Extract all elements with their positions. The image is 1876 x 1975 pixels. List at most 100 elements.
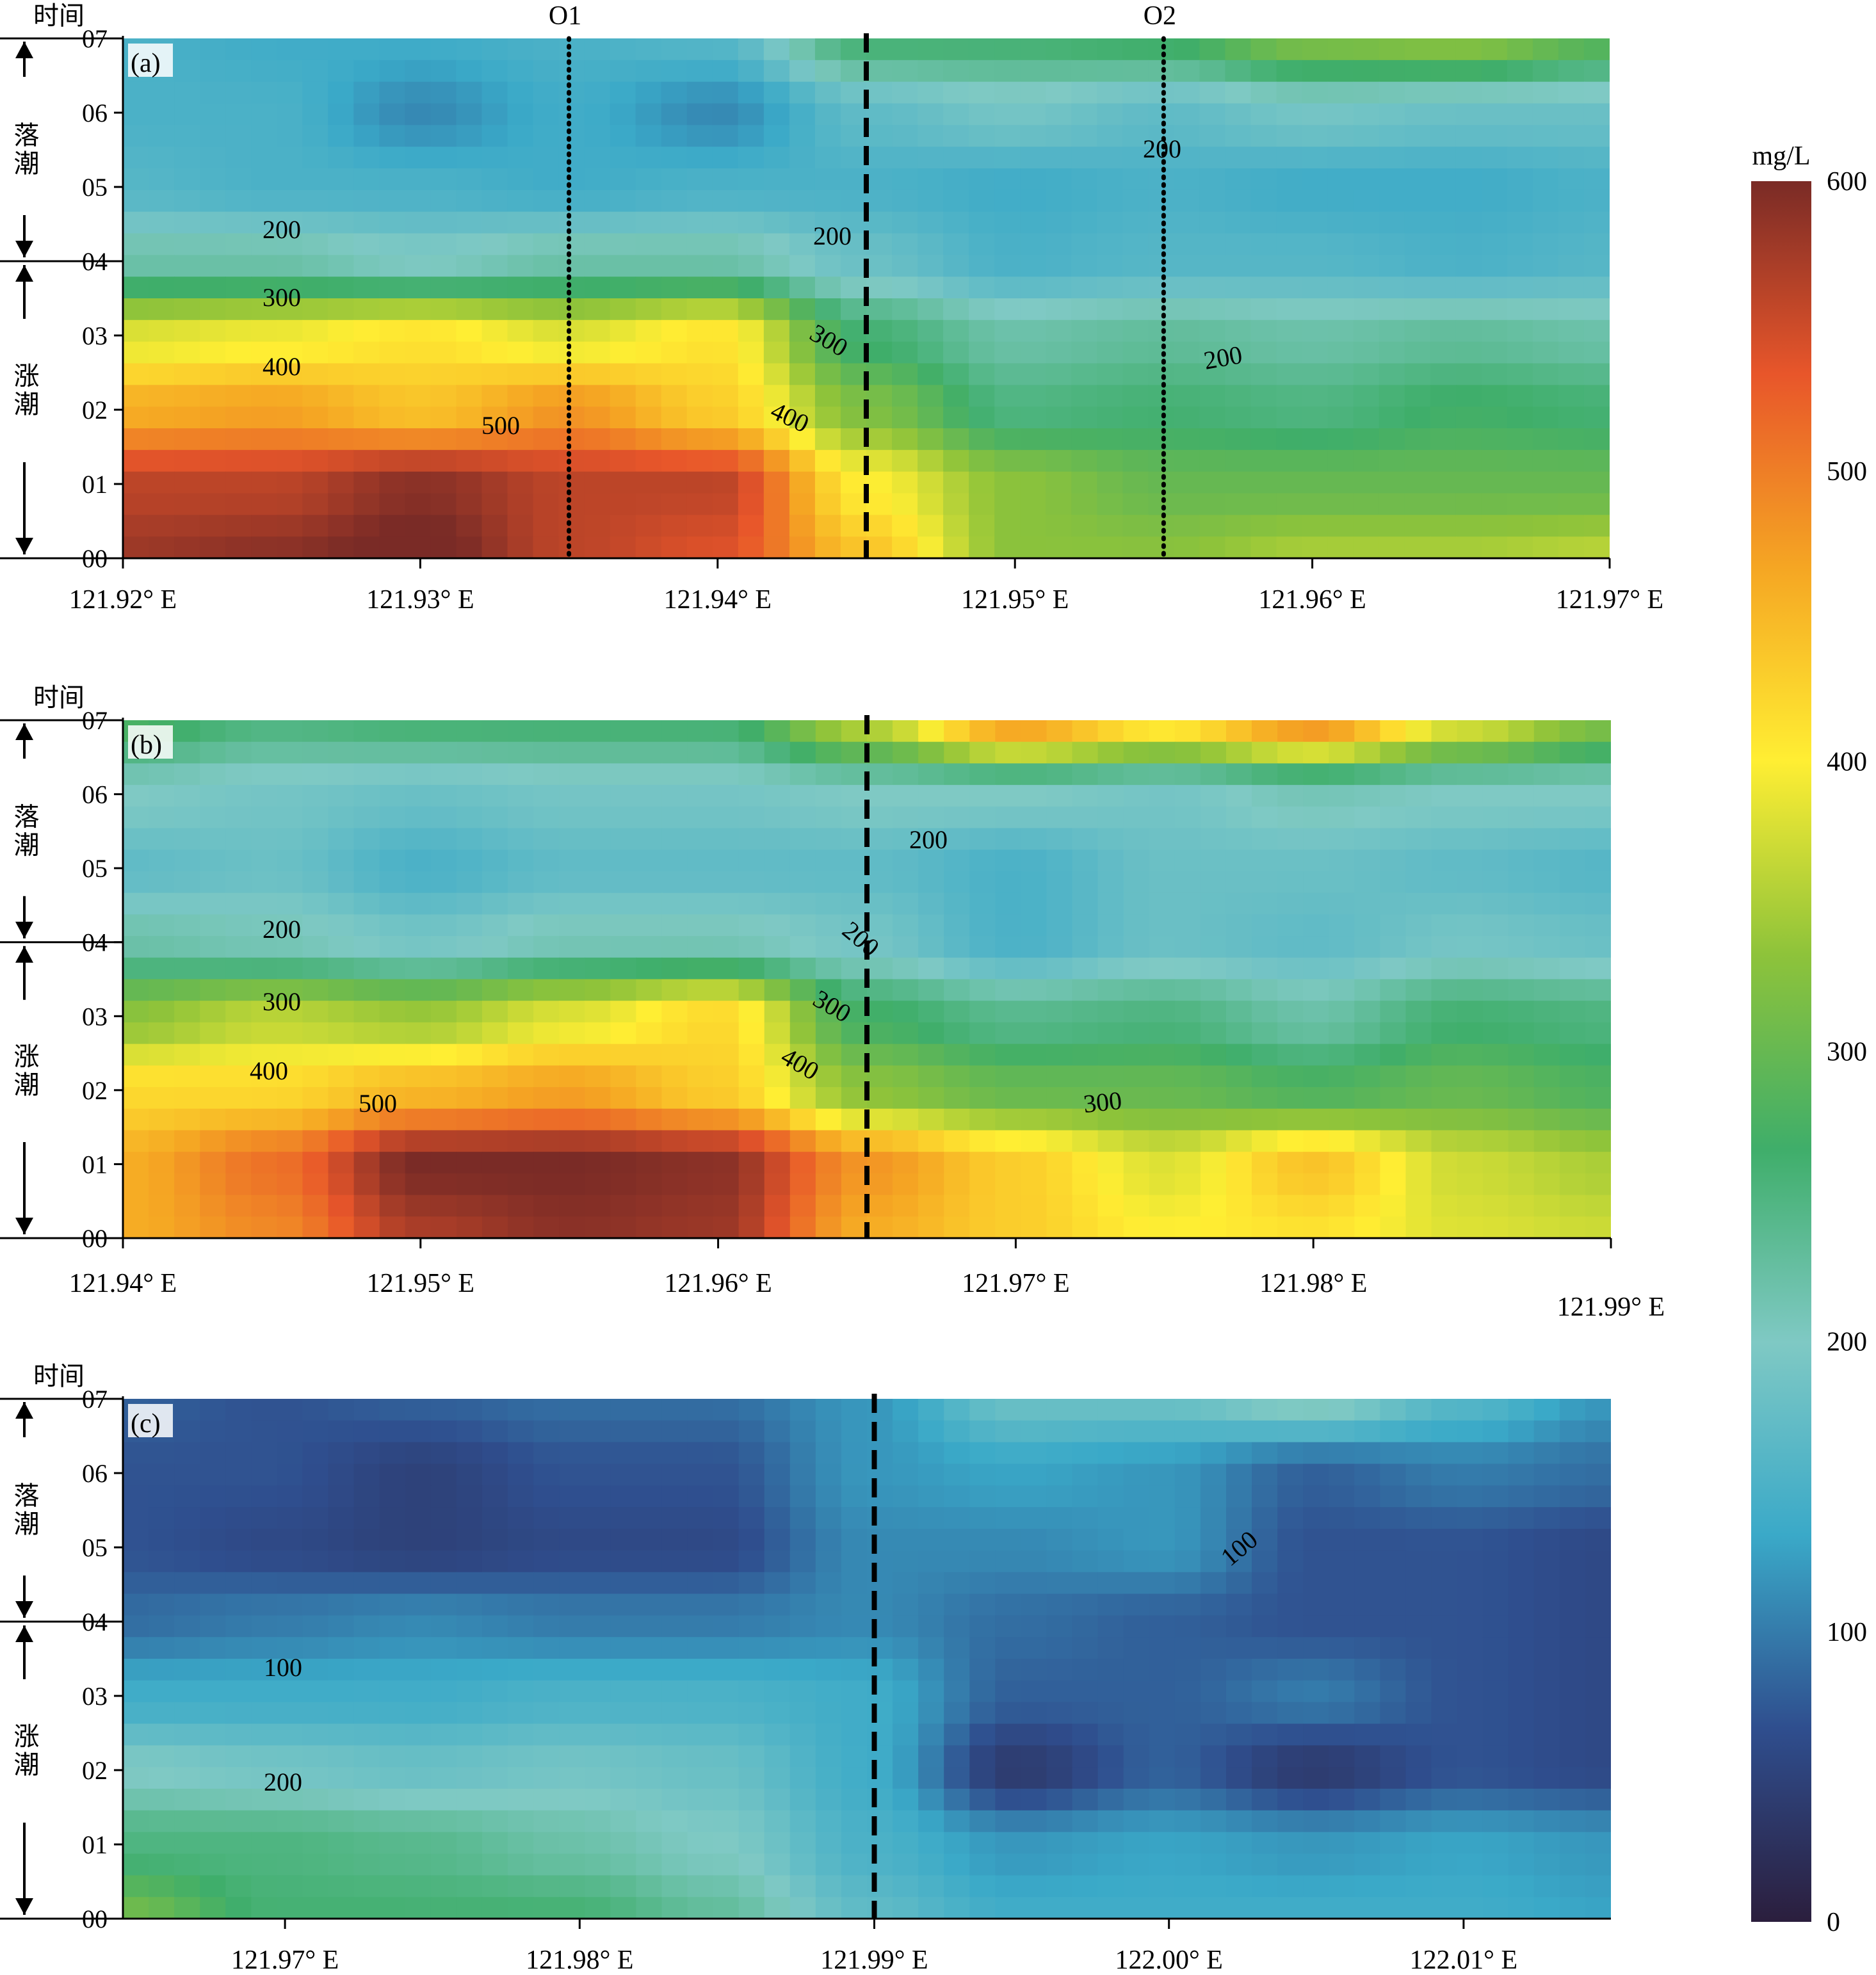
heatmap-cell <box>866 277 893 299</box>
heatmap-cell <box>841 1442 868 1465</box>
heatmap-cell <box>1329 1065 1355 1088</box>
heatmap-cell <box>1072 1637 1099 1659</box>
heatmap-cell <box>379 1550 406 1573</box>
heatmap-cell <box>918 1897 945 1919</box>
heatmap-cell <box>661 536 688 558</box>
heatmap-cell <box>1329 871 1355 894</box>
heatmap-cell <box>1252 1745 1278 1768</box>
heatmap-cell <box>1046 1723 1073 1746</box>
heatmap-cell <box>277 363 303 386</box>
heatmap-cell <box>1585 785 1611 807</box>
heatmap-cell <box>1430 428 1457 451</box>
heatmap-cell <box>1559 892 1586 915</box>
heatmap-cell <box>1225 471 1252 494</box>
heatmap-cell <box>302 936 329 958</box>
heatmap-cell <box>712 341 739 364</box>
heatmap-cell <box>1302 428 1329 451</box>
heatmap-cell <box>1405 1130 1432 1152</box>
heatmap-cell <box>533 103 560 126</box>
heatmap-cell <box>994 319 1021 343</box>
heatmap-cell <box>867 850 893 872</box>
heatmap-cell <box>481 763 508 786</box>
heatmap-cell <box>379 1875 406 1898</box>
heatmap-cell <box>508 1593 534 1616</box>
heatmap-cell <box>918 1001 945 1023</box>
heatmap-cell <box>456 979 483 1002</box>
heatmap-cell <box>635 493 662 516</box>
heatmap-cell <box>1380 1897 1407 1919</box>
heatmap-cell <box>1200 1442 1227 1465</box>
heatmap-cell <box>893 979 919 1002</box>
heatmap-cell <box>1533 914 1560 937</box>
heatmap-cell <box>174 741 201 764</box>
heatmap-cell <box>225 385 252 407</box>
heatmap-cell <box>1123 1810 1150 1833</box>
heatmap-cell <box>251 1702 278 1725</box>
heatmap-cell <box>1558 189 1585 213</box>
heatmap-cell <box>1046 1087 1073 1109</box>
heatmap-cell <box>277 1044 303 1067</box>
heatmap-cell <box>636 1767 663 1789</box>
heatmap-cell <box>1199 341 1226 364</box>
heatmap-cell <box>1252 1875 1278 1898</box>
heatmap-cell <box>585 1420 611 1443</box>
heatmap-cell <box>1046 341 1072 364</box>
heatmap-cell <box>764 850 791 872</box>
heatmap-cell <box>1482 1485 1509 1508</box>
heatmap-cell <box>1123 1065 1150 1088</box>
heatmap-cell <box>1097 1897 1124 1919</box>
heatmap-cell <box>635 407 662 429</box>
heatmap-cell <box>1277 720 1304 743</box>
heatmap-cell <box>405 1550 432 1573</box>
heatmap-cell <box>815 1152 842 1174</box>
heatmap-cell <box>1303 850 1330 872</box>
heatmap-cell <box>1405 1485 1432 1508</box>
heatmap-cell <box>225 1108 252 1131</box>
heatmap-cell <box>200 493 226 516</box>
heatmap-cell <box>687 720 714 743</box>
heatmap-cell <box>1508 1463 1535 1487</box>
heatmap-cell <box>1303 1130 1330 1152</box>
heatmap-cell <box>149 1001 175 1023</box>
heatmap-cell <box>1431 720 1458 743</box>
heatmap-cell <box>1148 147 1175 169</box>
heatmap-cell <box>1072 914 1099 937</box>
heatmap-cell <box>610 1065 637 1088</box>
heatmap-cell <box>1046 785 1073 807</box>
heatmap-cell <box>149 428 175 451</box>
heatmap-cell <box>1353 103 1380 126</box>
heatmap-cell <box>995 828 1022 851</box>
heatmap-cell <box>841 1399 868 1421</box>
heatmap-cell <box>508 741 534 764</box>
heatmap-cell <box>1431 1065 1458 1088</box>
heatmap-cell <box>1508 1044 1535 1067</box>
heatmap-cell <box>969 449 995 472</box>
heatmap-cell <box>1072 763 1099 786</box>
heatmap-cell <box>1046 493 1072 516</box>
heatmap-cell <box>1585 1529 1611 1551</box>
heatmap-cell <box>1174 1001 1201 1023</box>
heatmap-cell <box>686 38 713 61</box>
heatmap-cell <box>430 957 457 980</box>
heatmap-cell <box>1431 1723 1458 1746</box>
heatmap-cell <box>738 1087 765 1109</box>
heatmap-cell <box>1329 1767 1355 1789</box>
heatmap-cell <box>918 1420 945 1443</box>
heatmap-cell <box>1559 979 1586 1002</box>
heatmap-cell <box>1303 1001 1330 1023</box>
heatmap-cell <box>1380 1723 1407 1746</box>
heatmap-cell <box>713 1485 740 1508</box>
heatmap-cell <box>789 1767 816 1789</box>
heatmap-cell <box>585 1832 611 1855</box>
heatmap-cell <box>1225 1702 1252 1725</box>
heatmap-cell <box>738 1485 765 1508</box>
heatmap-cell <box>995 892 1022 915</box>
heatmap-cell <box>585 1897 611 1919</box>
heatmap-cell <box>559 1659 586 1681</box>
heatmap-cell <box>1457 1875 1484 1898</box>
heatmap-cell <box>353 255 380 277</box>
heatmap-cell <box>738 1001 765 1023</box>
heatmap-cell <box>738 850 765 872</box>
heatmap-cell <box>944 806 971 829</box>
heatmap-cell <box>944 850 971 872</box>
